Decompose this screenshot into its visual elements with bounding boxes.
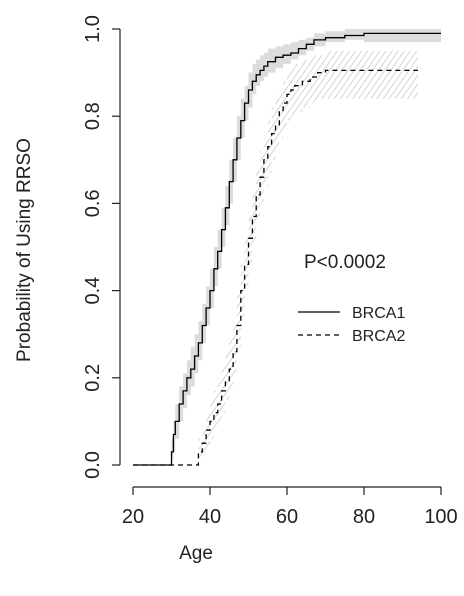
y-axis-ticks: 0.0 0.2 0.4 0.6 0.8 1.0 (82, 15, 120, 479)
x-tick-label-3: 80 (353, 506, 375, 528)
x-axis-title: Age (179, 543, 213, 564)
series-line-brca1 (133, 32, 441, 466)
legend-label-brca1: BRCA1 (352, 305, 405, 322)
x-tick-label-4: 100 (424, 506, 457, 528)
y-tick-label-4: 0.8 (82, 102, 104, 130)
confidence-bands (133, 29, 441, 466)
x-tick-label-2: 60 (276, 506, 298, 528)
y-tick-label-1: 0.2 (82, 364, 104, 392)
y-axis-title: Probability of Using RRSO (14, 138, 35, 362)
x-tick-label-0: 20 (122, 506, 144, 528)
y-tick-label-3: 0.6 (82, 189, 104, 217)
x-axis-ticks: 20 40 60 80 100 (122, 487, 458, 528)
y-tick-label-2: 0.4 (82, 277, 104, 305)
legend: BRCA1 BRCA2 (298, 305, 405, 345)
series-lines (133, 32, 441, 466)
ci-band-brca2 (133, 50, 418, 466)
series-line-brca2 (133, 69, 418, 466)
y-tick-label-5: 1.0 (82, 15, 104, 43)
x-tick-label-1: 40 (199, 506, 221, 528)
y-tick-label-0: 0.0 (82, 451, 104, 479)
p-value-annotation: P<0.0002 (304, 252, 386, 273)
legend-label-brca2: BRCA2 (352, 328, 405, 345)
